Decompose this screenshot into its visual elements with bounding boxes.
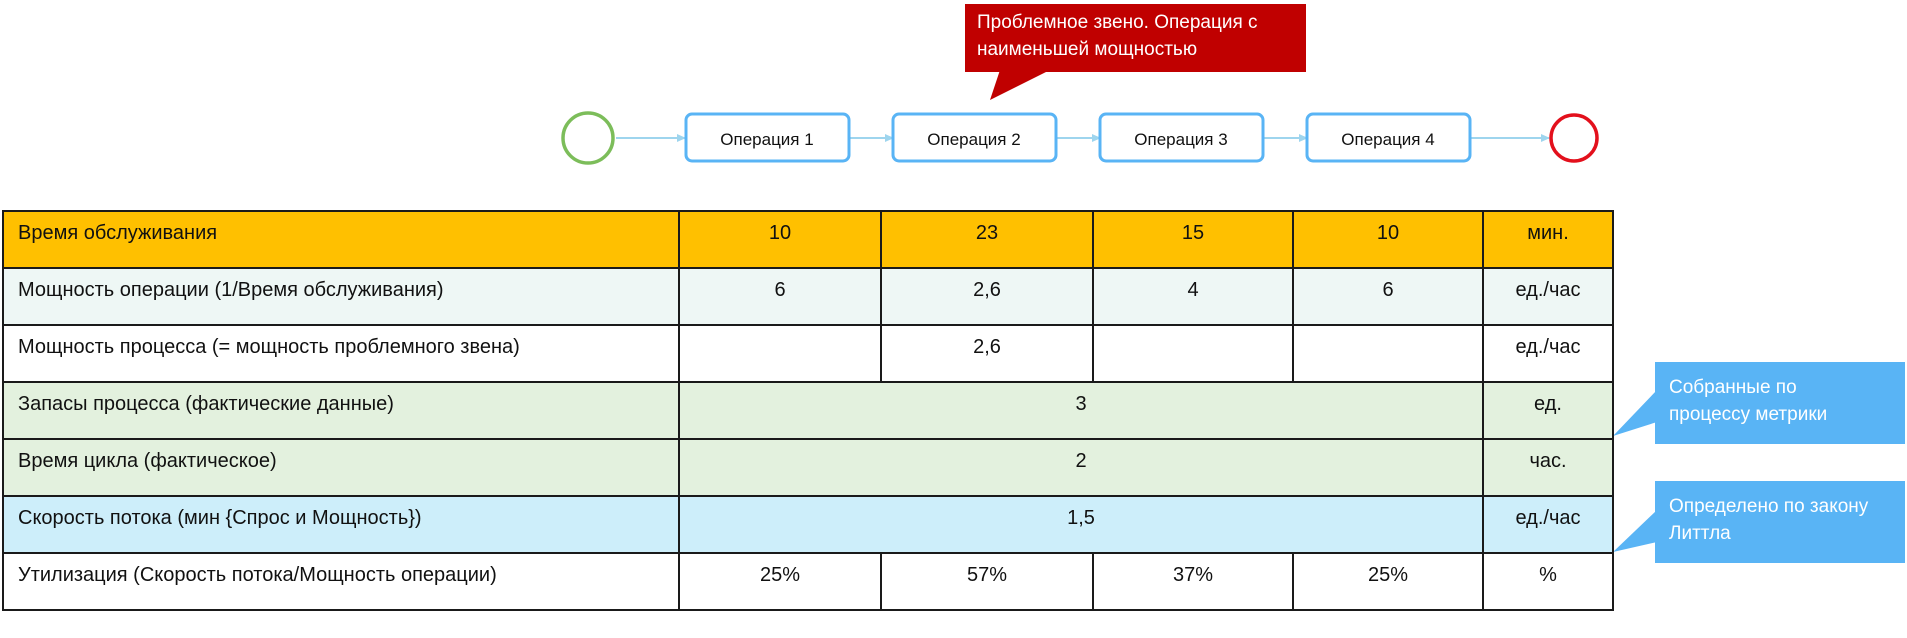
collected-metrics-callout: Собранные по процессу метрики <box>1655 362 1905 444</box>
end-event-circle <box>1549 113 1599 163</box>
operation-1-value: 10 <box>678 210 882 269</box>
bottleneck-callout: Проблемное звено. Операция с наименьшей … <box>965 4 1306 72</box>
operation-4-value <box>1292 324 1484 383</box>
operation-1-value: 6 <box>678 267 882 326</box>
process-flow-diagram: Операция 1 Операция 2 Операция 3 Операци… <box>561 70 1599 165</box>
process-capacity-row: Мощность процесса (= мощность проблемног… <box>2 324 1614 383</box>
operation-box-2: Операция 2 <box>891 112 1058 163</box>
merged-value: 2 <box>678 438 1484 497</box>
little-callout-pointer <box>1613 510 1657 552</box>
operation-3-value: 4 <box>1092 267 1294 326</box>
unit-cell: час. <box>1482 438 1614 497</box>
flow-rate-row: Скорость потока (мин {Спрос и Мощность})… <box>2 495 1614 554</box>
row-label: Утилизация (Скорость потока/Мощность опе… <box>2 552 680 611</box>
operation-box-1: Операция 1 <box>684 112 851 163</box>
unit-cell: ед./час <box>1482 267 1614 326</box>
operation-3-label: Операция 3 <box>1134 130 1227 149</box>
process-inventory-row: Запасы процесса (фактические данные) 3 е… <box>2 381 1614 440</box>
unit-cell: ед./час <box>1482 495 1614 554</box>
row-label: Мощность процесса (= мощность проблемног… <box>2 324 680 383</box>
service-time-row: Время обслуживания 10 23 15 10 мин. <box>2 210 1614 269</box>
metrics-callout-line-1: Собранные по <box>1669 377 1797 398</box>
callout-pointers <box>1613 390 1657 552</box>
operation-4-value: 25% <box>1292 552 1484 611</box>
metrics-callout-line-2: процессу метрики <box>1669 404 1828 425</box>
unit-cell: ед./час <box>1482 324 1614 383</box>
row-label: Скорость потока (мин {Спрос и Мощность}) <box>2 495 680 554</box>
operation-2-value: 57% <box>880 552 1094 611</box>
operation-4-label: Операция 4 <box>1341 130 1434 149</box>
unit-cell: % <box>1482 552 1614 611</box>
operation-4-value: 6 <box>1292 267 1484 326</box>
process-metrics-table: Время обслуживания 10 23 15 10 мин. Мощн… <box>2 210 1614 611</box>
bottleneck-callout-pointer <box>990 70 1050 100</box>
operation-1-label: Операция 1 <box>720 130 813 149</box>
merged-value: 1,5 <box>678 495 1484 554</box>
merged-value: 3 <box>678 381 1484 440</box>
operation-2-label: Операция 2 <box>927 130 1020 149</box>
operation-2-value: 2,6 <box>880 267 1094 326</box>
little-callout-line-1: Определено по закону <box>1669 496 1869 517</box>
operation-4-value: 10 <box>1292 210 1484 269</box>
row-label: Время обслуживания <box>2 210 680 269</box>
operation-3-value: 15 <box>1092 210 1294 269</box>
bottleneck-callout-line-2: наименьшей мощностью <box>977 39 1198 60</box>
operation-3-value <box>1092 324 1294 383</box>
metrics-callout-pointer <box>1613 390 1657 436</box>
little-callout-line-2: Литтла <box>1669 523 1731 544</box>
operation-1-value: 25% <box>678 552 882 611</box>
operation-3-value: 37% <box>1092 552 1294 611</box>
operation-1-value <box>678 324 882 383</box>
little-law-callout: Определено по закону Литтла <box>1655 481 1905 563</box>
unit-cell: ед. <box>1482 381 1614 440</box>
cycle-time-row: Время цикла (фактическое) 2 час. <box>2 438 1614 497</box>
row-label: Мощность операции (1/Время обслуживания) <box>2 267 680 326</box>
bottleneck-callout-line-1: Проблемное звено. Операция с <box>977 12 1258 33</box>
row-label: Время цикла (фактическое) <box>2 438 680 497</box>
operation-box-4: Операция 4 <box>1305 112 1472 163</box>
operation-2-value: 2,6 <box>880 324 1094 383</box>
start-event-circle <box>561 111 615 165</box>
operation-2-value: 23 <box>880 210 1094 269</box>
operation-box-3: Операция 3 <box>1098 112 1265 163</box>
row-label: Запасы процесса (фактические данные) <box>2 381 680 440</box>
utilization-row: Утилизация (Скорость потока/Мощность опе… <box>2 552 1614 611</box>
unit-cell: мин. <box>1482 210 1614 269</box>
operation-capacity-row: Мощность операции (1/Время обслуживания)… <box>2 267 1614 326</box>
